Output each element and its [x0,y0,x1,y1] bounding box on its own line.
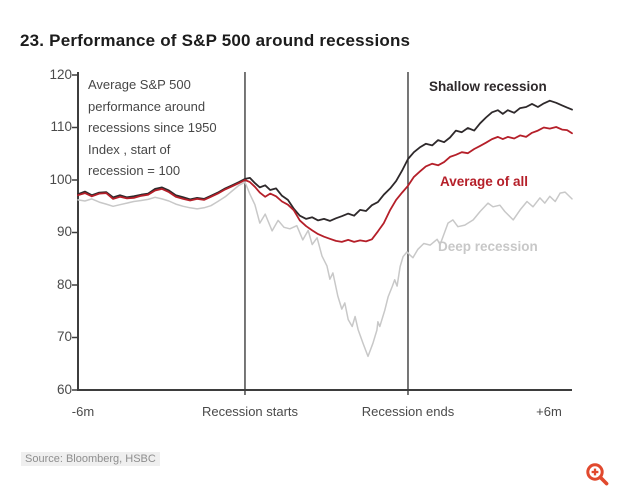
y-axis-tick-80: 80 [56,277,72,292]
y-axis-tick-90: 90 [56,224,72,239]
x-axis-label-recession-ends: Recession ends [361,404,455,419]
x-axis-label-recession-starts: Recession starts [201,404,299,419]
annotation-line: recession = 100 [88,163,181,178]
legend-shallow-recession: Shallow recession [429,79,547,94]
plot-area [72,72,573,395]
annotation-line: recessions since 1950 [88,120,217,135]
y-axis-tick-120: 120 [49,67,72,82]
legend-deep-recession: Deep recession [438,239,538,254]
source-note: Source: Bloomberg, HSBC [21,452,160,466]
x-axis-label-plus-6m: +6m [536,404,562,419]
legend-average-of-all: Average of all [440,174,529,189]
y-axis-tick-60: 60 [56,382,72,397]
y-axis-tick-100: 100 [49,172,72,187]
annotation-line: performance around [88,98,206,114]
y-axis-tick-110: 110 [50,119,72,134]
zoom-in-icon[interactable] [584,461,612,489]
chart-title: 23. Performance of S&P 500 around recess… [20,31,411,50]
x-axis-label-minus-6m: -6m [71,404,95,419]
annotation-line: Average S&P 500 [88,77,191,92]
annotation-line: Index , start of [88,141,171,157]
magnifier-glyph [586,463,609,486]
y-axis-tick-70: 70 [56,329,72,344]
chart-annotation: Average S&P 500 performance around reces… [88,74,258,182]
